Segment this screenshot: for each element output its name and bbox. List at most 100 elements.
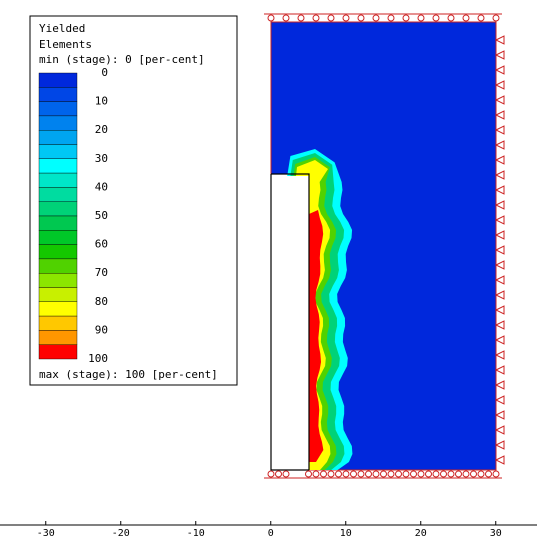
roller-support xyxy=(494,125,505,135)
pin-support xyxy=(440,470,447,478)
legend-tick-label: 40 xyxy=(95,180,108,193)
roller-support xyxy=(494,95,505,105)
pin-support xyxy=(297,14,305,22)
roller-support xyxy=(494,80,505,90)
colorbar-band xyxy=(38,101,78,117)
pin-support xyxy=(395,470,402,478)
colorbar-band xyxy=(38,187,78,202)
pin-support xyxy=(432,470,440,478)
legend-tick-label: 70 xyxy=(95,266,108,279)
pin-support xyxy=(425,470,432,478)
legend-min: min (stage): 0 [per-cent] xyxy=(39,53,205,66)
pin-support xyxy=(282,470,290,478)
roller-support xyxy=(494,230,505,240)
colorbar-band xyxy=(38,330,78,345)
legend-title: Elements xyxy=(39,38,92,51)
pin-support xyxy=(327,14,335,22)
excavation-boundary xyxy=(270,173,310,471)
colorbar-band xyxy=(38,230,78,245)
x-tick-label: -10 xyxy=(187,528,205,537)
pin-support xyxy=(342,14,350,22)
pin-support xyxy=(267,470,275,478)
pin-support xyxy=(267,14,275,22)
legend-tick-label: 20 xyxy=(95,123,108,136)
pin-support xyxy=(350,470,357,478)
roller-support xyxy=(494,275,505,285)
pin-support xyxy=(402,470,410,478)
roller-support xyxy=(494,290,505,300)
roller-support xyxy=(494,140,505,150)
pin-support xyxy=(312,14,320,22)
pin-support xyxy=(455,470,462,478)
pin-support xyxy=(342,470,350,478)
pin-support xyxy=(275,470,282,478)
x-tick-label: -20 xyxy=(112,528,130,537)
roller-support xyxy=(494,155,505,165)
legend-tick-label: 90 xyxy=(95,323,108,336)
pin-support xyxy=(320,470,327,478)
pin-support xyxy=(470,470,477,478)
pin-support xyxy=(372,470,380,478)
colorbar-band xyxy=(38,301,78,317)
roller-support xyxy=(494,260,505,270)
model-region xyxy=(270,21,497,471)
pin-support xyxy=(372,14,380,22)
colorbar-band xyxy=(38,72,78,88)
x-axis: -30 -20 -10 0 10 20 30 xyxy=(0,521,537,537)
legend-title: Yielded xyxy=(39,22,85,35)
roller-support xyxy=(494,170,505,180)
pin-support xyxy=(410,470,417,478)
pin-support xyxy=(282,14,290,22)
pin-support xyxy=(327,470,335,478)
pin-support xyxy=(357,470,365,478)
pin-support xyxy=(357,14,365,22)
legend-tick-label: 80 xyxy=(95,295,108,308)
colorbar-band xyxy=(38,258,78,274)
colorbar-band xyxy=(38,129,78,145)
pin-support xyxy=(387,470,395,478)
roller-support xyxy=(494,50,505,60)
colorbar-band xyxy=(38,287,78,303)
roller-support xyxy=(494,380,505,390)
roller-support xyxy=(494,200,505,210)
pin-support xyxy=(492,14,500,22)
pin-support xyxy=(447,14,455,22)
roller-support xyxy=(494,305,505,315)
pin-support xyxy=(432,14,440,22)
supports xyxy=(264,13,505,479)
pin-support xyxy=(485,470,492,478)
roller-support xyxy=(494,110,505,120)
pin-support xyxy=(402,14,410,22)
colorbar-band xyxy=(38,201,78,217)
x-tick-label: 10 xyxy=(340,528,352,537)
legend-max: max (stage): 100 [per-cent] xyxy=(39,368,218,381)
legend-tick-label: 30 xyxy=(95,152,108,165)
colorbar-band xyxy=(38,158,78,174)
roller-support xyxy=(494,65,505,75)
roller-support xyxy=(494,410,505,420)
roller-support xyxy=(494,245,505,255)
colorbar-band xyxy=(38,344,78,360)
pin-support xyxy=(492,470,500,478)
colorbar-band xyxy=(38,315,78,331)
colorbar-band xyxy=(38,244,78,260)
plot-area xyxy=(270,21,497,471)
roller-support xyxy=(494,215,505,225)
pin-support xyxy=(365,470,372,478)
roller-support xyxy=(494,440,505,450)
pin-support xyxy=(477,14,485,22)
colorbar-band xyxy=(38,273,78,288)
colorbar: 0 10 20 30 40 50 60 70 80 90 100 xyxy=(38,66,108,365)
roller-support xyxy=(494,365,505,375)
pin-support xyxy=(312,470,320,478)
legend-tick-label: 10 xyxy=(95,95,108,108)
pin-support xyxy=(335,470,342,478)
roller-support xyxy=(494,350,505,360)
colorbar-band xyxy=(38,172,78,188)
pin-support xyxy=(462,470,470,478)
roller-support xyxy=(494,185,505,195)
pin-support xyxy=(462,14,470,22)
pin-support xyxy=(380,470,387,478)
pin-support xyxy=(447,470,455,478)
